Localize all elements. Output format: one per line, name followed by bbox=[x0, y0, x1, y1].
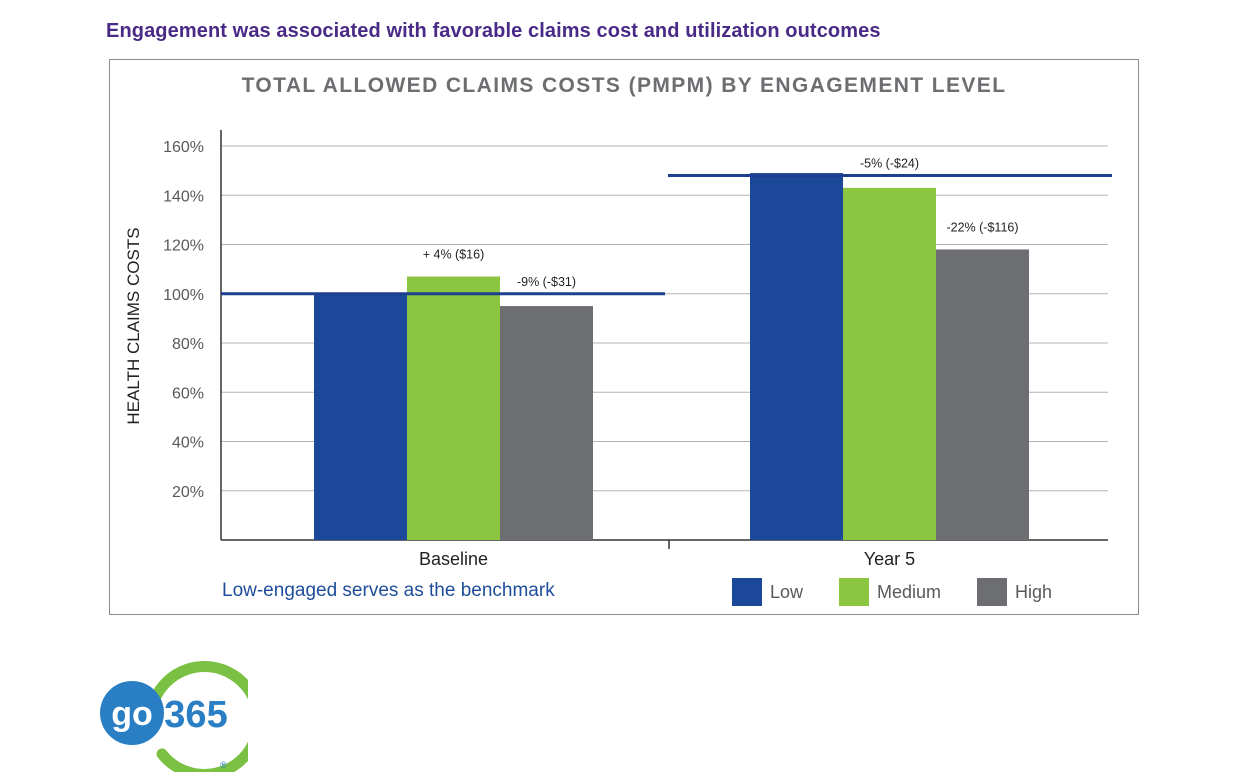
y-tick-label: 40% bbox=[172, 435, 204, 452]
y-tick-label: 160% bbox=[163, 139, 204, 156]
data-label: -9% (-$31) bbox=[517, 275, 576, 289]
bar-low-baseline bbox=[314, 293, 407, 540]
logo-text-365: 365 bbox=[164, 694, 227, 736]
chart-title: TOTAL ALLOWED CLAIMS COSTS (PMPM) BY ENG… bbox=[241, 74, 1007, 97]
x-category-label: Year 5 bbox=[864, 549, 915, 569]
chart-frame bbox=[109, 59, 1139, 615]
logo-ring bbox=[148, 661, 248, 772]
benchmark-footnote: Low-engaged serves as the benchmark bbox=[222, 580, 555, 601]
legend-swatch-low bbox=[732, 578, 762, 606]
bar-medium-baseline bbox=[407, 276, 500, 540]
y-tick-label: 120% bbox=[163, 238, 204, 255]
legend-label-high: High bbox=[1015, 582, 1053, 602]
logo-disc bbox=[100, 681, 164, 745]
bar-medium-year-5 bbox=[843, 187, 936, 541]
page-headline: Engagement was associated with favorable… bbox=[106, 20, 881, 42]
y-tick-label: 60% bbox=[172, 385, 204, 402]
bar-low-year-5 bbox=[750, 173, 843, 540]
y-tick-label: 20% bbox=[172, 484, 204, 501]
legend-label-low: Low bbox=[770, 582, 804, 602]
go365-logo: go 365 ® bbox=[100, 661, 248, 772]
legend-swatch-high bbox=[977, 578, 1007, 606]
data-label: -22% (-$116) bbox=[946, 220, 1018, 234]
y-tick-label: 80% bbox=[172, 336, 204, 353]
bar-high-year-5 bbox=[936, 249, 1029, 541]
data-label: -5% (-$24) bbox=[860, 157, 919, 171]
logo-text-go: go bbox=[111, 695, 153, 733]
x-category-label: Baseline bbox=[419, 549, 488, 569]
bar-chart: 20% 40% 60% 80% 100% 120% 140% 160% HEALTH CLAIM… bbox=[124, 130, 1112, 569]
legend-label-medium: Medium bbox=[877, 582, 942, 602]
legend-swatch-medium bbox=[839, 578, 869, 606]
y-tick-label: 140% bbox=[163, 188, 204, 205]
y-tick-label: 100% bbox=[163, 287, 204, 304]
y-axis-label: HEALTH CLAIMS COSTS bbox=[124, 227, 143, 424]
logo-registered-mark: ® bbox=[220, 760, 227, 770]
data-label: + 4% ($16) bbox=[423, 248, 485, 262]
bar-high-baseline bbox=[500, 306, 593, 540]
